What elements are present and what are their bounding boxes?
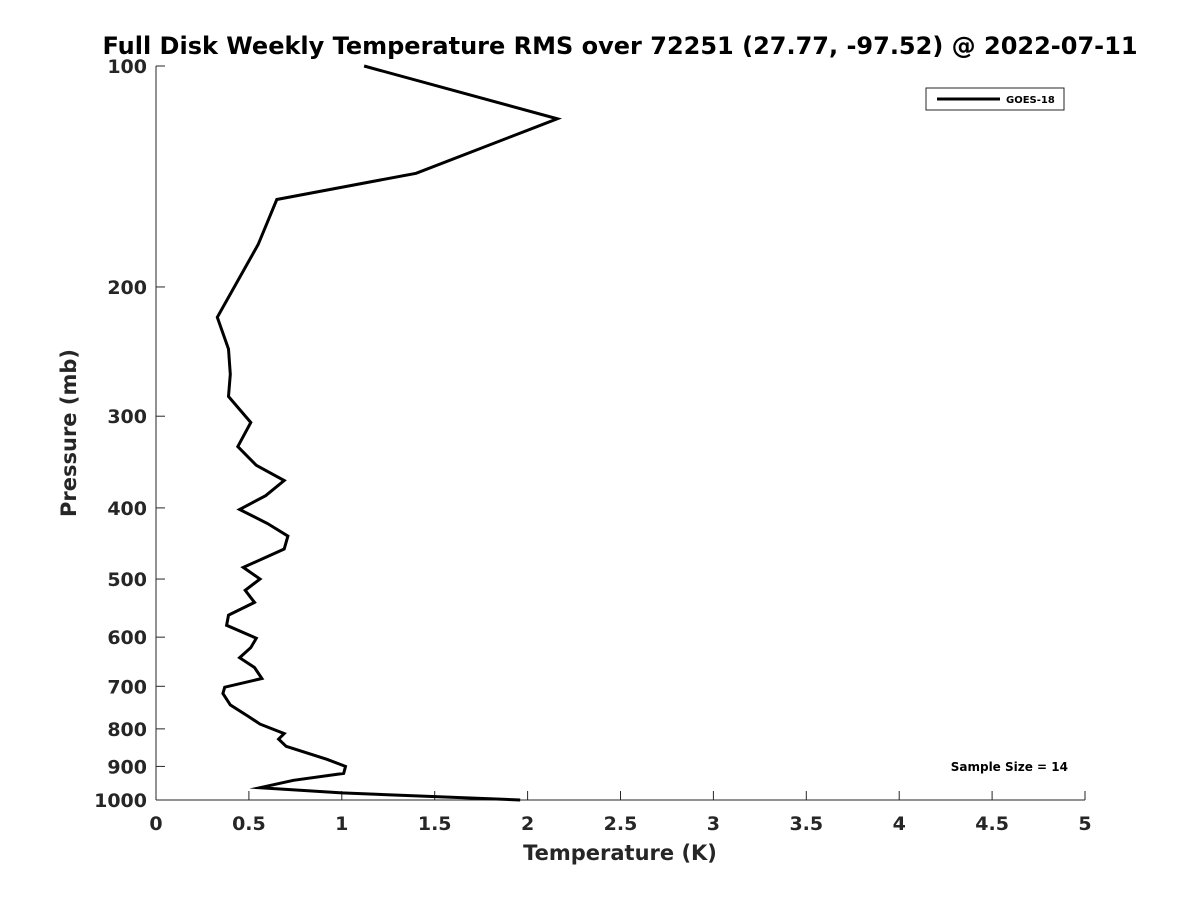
series-group	[215, 64, 563, 802]
y-tick-label: 800	[107, 719, 147, 741]
x-tick-label: 4.5	[975, 813, 1009, 835]
y-tick-label: 300	[107, 406, 147, 428]
x-axis-label: Temperature (K)	[523, 841, 717, 865]
axes	[155, 66, 1085, 801]
series-line-goes-18	[215, 64, 563, 802]
x-tick-label: 1.5	[418, 813, 452, 835]
sample-size-annotation: Sample Size = 14	[951, 760, 1068, 774]
y-ticks: 100 200 300 400 500 600 700 800 900 1000	[94, 56, 165, 812]
x-tick-label: 0.5	[232, 813, 266, 835]
x-tick-label: 4	[893, 813, 906, 835]
chart-title: Full Disk Weekly Temperature RMS over 72…	[102, 32, 1137, 60]
x-tick-label: 3	[707, 813, 720, 835]
y-tick-label: 700	[107, 676, 147, 698]
y-tick-label: 500	[107, 569, 147, 591]
legend-label-goes-18: GOES-18	[1006, 95, 1055, 106]
legend[interactable]: GOES-18	[925, 87, 1065, 111]
x-tick-label: 0	[149, 813, 162, 835]
x-tick-label: 5	[1078, 813, 1091, 835]
y-tick-label: 600	[107, 627, 147, 649]
x-ticks: 0 0.5 1 1.5 2 2.5 3 3.5 4 4.5 5	[149, 791, 1092, 835]
y-tick-label: 1000	[94, 790, 147, 812]
y-tick-label: 900	[107, 756, 147, 778]
y-axis-label: Pressure (mb)	[57, 349, 81, 517]
x-tick-label: 3.5	[789, 813, 823, 835]
x-tick-label: 1	[335, 813, 348, 835]
y-tick-label: 400	[107, 498, 147, 520]
y-tick-label: 100	[107, 56, 147, 78]
y-tick-label: 200	[107, 277, 147, 299]
x-tick-label: 2.5	[604, 813, 638, 835]
x-tick-label: 2	[521, 813, 534, 835]
